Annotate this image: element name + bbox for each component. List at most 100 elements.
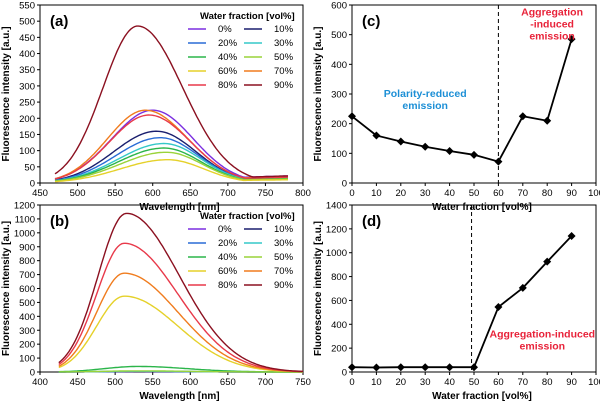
y-tick-label: 500 bbox=[19, 298, 35, 309]
x-tick-label: 0 bbox=[349, 377, 354, 388]
x-tick-label: 650 bbox=[220, 377, 236, 388]
y-tick-label: 400 bbox=[19, 49, 35, 60]
y-tick-label: 150 bbox=[19, 130, 35, 141]
y-tick-label: 300 bbox=[331, 90, 347, 101]
x-tick-label: 500 bbox=[107, 377, 123, 388]
x-tick-label: 50 bbox=[469, 188, 480, 199]
x-tick-label: 750 bbox=[295, 377, 311, 388]
y-axis-label: Fluorescence intensity [a.u.] bbox=[313, 221, 324, 356]
data-point bbox=[518, 112, 527, 121]
y-tick-label: 100 bbox=[19, 354, 35, 365]
x-tick-label: 60 bbox=[493, 188, 504, 199]
x-tick-label: 700 bbox=[220, 188, 236, 199]
y-tick-label: 100 bbox=[19, 146, 35, 157]
x-tick-label: 80 bbox=[542, 188, 553, 199]
x-tick-label: 750 bbox=[257, 188, 273, 199]
y-tick-label: 100 bbox=[331, 149, 347, 160]
y-tick-label: 200 bbox=[19, 114, 35, 125]
y-tick-label: 900 bbox=[19, 242, 35, 253]
legend-entry: 10% bbox=[274, 224, 294, 235]
data-point bbox=[348, 112, 356, 121]
x-axis-label: Water fraction [vol%] bbox=[432, 391, 532, 402]
y-tick-label: 0 bbox=[342, 368, 347, 379]
legend-title: Water fraction [vol%] bbox=[200, 11, 295, 22]
plot-frame bbox=[39, 4, 304, 184]
x-axis-label: Wavelength [nm] bbox=[139, 202, 219, 213]
panel-b: 400 450 500 550 600 650 700 750 0 100 200 300 400 500… bbox=[1, 201, 311, 403]
panel-label: (b) bbox=[50, 213, 69, 230]
y-tick-label: 1200 bbox=[326, 224, 347, 235]
y-tick-label: 800 bbox=[19, 256, 35, 267]
data-line bbox=[351, 38, 573, 163]
data-point bbox=[372, 131, 381, 140]
annotation-text: Aggregation-induced bbox=[490, 328, 596, 340]
x-tick-label: 400 bbox=[32, 377, 48, 388]
y-tick-label: 1000 bbox=[326, 248, 347, 259]
x-tick-label: 70 bbox=[518, 377, 529, 388]
y-tick-label: 200 bbox=[331, 119, 347, 130]
x-axis-label: Water fraction [vol%] bbox=[432, 202, 532, 213]
x-tick-label: 40 bbox=[444, 188, 455, 199]
panel-label: (c) bbox=[362, 13, 380, 30]
x-tick-label: 10 bbox=[371, 188, 382, 199]
legend-entry: 70% bbox=[274, 266, 294, 277]
y-tick-label: 1200 bbox=[14, 201, 35, 212]
data-point bbox=[543, 257, 552, 266]
y-tick-label: 800 bbox=[331, 272, 347, 283]
x-tick-label: 550 bbox=[145, 377, 161, 388]
panel-c: 0 10 20 30 40 50 60 70 80 90 100 0 100 200 300 400 500 60… bbox=[313, 1, 600, 214]
y-tick-label: 50 bbox=[24, 162, 35, 173]
data-point bbox=[396, 137, 405, 146]
x-tick-label: 450 bbox=[70, 377, 86, 388]
x-tick-label: 0 bbox=[349, 188, 354, 199]
legend-entry: 80% bbox=[218, 80, 238, 91]
data-point bbox=[494, 302, 503, 311]
x-tick-label: 30 bbox=[420, 188, 431, 199]
data-point bbox=[445, 146, 454, 155]
x-tick-label: 700 bbox=[257, 377, 273, 388]
y-axis-label: Fluorescence intensity [a.u.] bbox=[1, 221, 12, 356]
y-tick-label: 200 bbox=[331, 344, 347, 355]
legend-entry: 40% bbox=[218, 252, 238, 263]
series-line-70pct bbox=[58, 272, 303, 373]
panel-label: (d) bbox=[362, 213, 381, 230]
legend-entry: 20% bbox=[218, 238, 238, 249]
plot-frame bbox=[39, 204, 304, 373]
panel-d: 0102030405060708090100020040060080010001… bbox=[313, 201, 600, 403]
annotation-text: Aggregation bbox=[521, 6, 583, 18]
annotation-text: -induced bbox=[530, 18, 574, 30]
legend-entry: 60% bbox=[218, 66, 238, 77]
x-tick-label: 100 bbox=[588, 377, 600, 388]
y-tick-label: 600 bbox=[19, 284, 35, 295]
data-point bbox=[494, 157, 503, 166]
y-tick-label: 300 bbox=[19, 326, 35, 337]
x-tick-label: 70 bbox=[518, 188, 529, 199]
y-tick-label: 0 bbox=[342, 179, 347, 190]
annotation-text: emission bbox=[520, 340, 566, 352]
data-point bbox=[421, 363, 430, 372]
x-tick-label: 20 bbox=[396, 188, 407, 199]
data-point bbox=[567, 35, 576, 44]
panel-a: 450 500 550 600 650 700 750 800 0 50 100 150 200 250 3… bbox=[1, 1, 311, 214]
y-tick-label: 400 bbox=[331, 320, 347, 331]
annotation-text: Polarity-reduced bbox=[384, 88, 467, 100]
x-tick-label: 100 bbox=[588, 188, 600, 199]
panel-label: (a) bbox=[50, 13, 68, 30]
legend-entry: 30% bbox=[274, 238, 294, 249]
y-tick-label: 0 bbox=[30, 368, 35, 379]
y-tick-label: 550 bbox=[19, 1, 35, 12]
data-point bbox=[567, 232, 576, 241]
x-tick-label: 600 bbox=[182, 377, 198, 388]
legend-entry: 10% bbox=[274, 24, 294, 35]
legend-entry: 0% bbox=[218, 24, 232, 35]
legend-title: Water fraction [vol%] bbox=[200, 211, 295, 222]
x-tick-label: 40 bbox=[444, 377, 455, 388]
y-tick-label: 600 bbox=[331, 296, 347, 307]
x-tick-label: 50 bbox=[469, 377, 480, 388]
y-tick-label: 350 bbox=[19, 65, 35, 76]
x-tick-label: 90 bbox=[566, 188, 577, 199]
y-tick-label: 500 bbox=[19, 17, 35, 28]
x-tick-label: 80 bbox=[542, 377, 553, 388]
data-line bbox=[351, 235, 573, 369]
